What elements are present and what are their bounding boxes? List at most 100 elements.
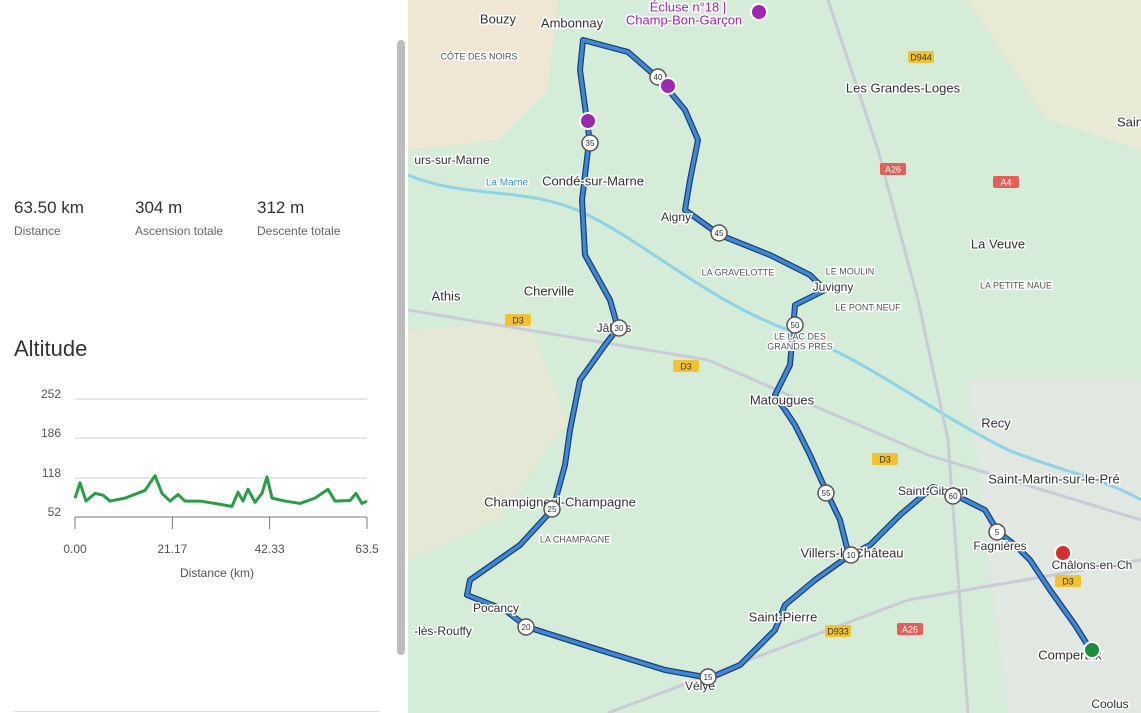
map-label: LA CHAMPAGNE: [540, 534, 610, 544]
road-sign: [505, 314, 531, 326]
route-marker-label: 5: [995, 528, 1000, 537]
map[interactable]: Bouzy Ambonnay Écluse n°18 |Champ-Bon-Garç…: [408, 0, 1141, 713]
route-marker-label: 40: [654, 73, 663, 82]
y-tick-label: 118: [42, 466, 61, 480]
y-tick-label: 52: [48, 505, 62, 519]
route-marker: [786, 316, 804, 334]
map-label: LE LAC DES: [774, 331, 826, 341]
map-pin: [1054, 544, 1072, 562]
field-area: [968, 0, 1141, 150]
map-label: Recy: [981, 415, 1011, 430]
map-label: Champ-Bon-Garçon: [626, 12, 742, 27]
road-sign-label: D933: [827, 626, 849, 636]
map-label: Cherville: [524, 283, 575, 298]
divider: [14, 711, 379, 712]
map-label: LA PETITE NAUE: [980, 280, 1052, 290]
map-label: Pocancy: [473, 601, 519, 615]
stat-value: 63.50 km: [14, 198, 84, 217]
stat-value: 312 m: [257, 198, 305, 217]
map-label: urs-sur-Marne: [414, 153, 490, 167]
route-marker: [699, 668, 717, 686]
map-label: Fagnières: [973, 539, 1026, 553]
scrollbar[interactable]: [397, 40, 405, 655]
y-tick-label: 252: [41, 387, 61, 401]
map-label: Sain: [1117, 114, 1141, 129]
map-label: Matougues: [750, 392, 815, 407]
map-label: Châlons-en-Ch: [1052, 558, 1133, 572]
x-tick-label: 42.33: [255, 542, 285, 556]
route-marker: [944, 487, 962, 505]
route-marker: [517, 618, 535, 636]
map-pin: [750, 3, 768, 21]
route-marker-label: 60: [949, 492, 958, 501]
road-sign-label: D3: [512, 315, 524, 325]
map-label: LE PONT NEUF: [835, 302, 901, 312]
stat: 312 m Descente totale: [257, 198, 340, 238]
route-marker: [842, 546, 860, 564]
altitude-chart: 52 118 186 252 0.00 21.17 42.33 63.5 Distance (k…: [41, 387, 379, 580]
map-pin: [579, 112, 597, 130]
stat: 63.50 km Distance: [14, 198, 84, 238]
map-label: Condé-sur-Marne: [542, 173, 644, 188]
map-label: Ambonnay: [541, 15, 604, 30]
map-label: Les Grandes-Loges: [846, 80, 961, 95]
map-label: Bouzy: [480, 11, 517, 26]
map-label: Athis: [432, 288, 461, 303]
route-marker-label: 50: [791, 321, 800, 330]
map-label: La Marne: [486, 178, 529, 189]
map-label: Champigneul-Champagne: [484, 494, 636, 509]
road-sign: [1055, 575, 1081, 587]
route-marker-label: 20: [522, 623, 531, 632]
route-marker: [988, 523, 1006, 541]
road-sign-label: D944: [910, 52, 932, 62]
x-tick-label: 21.17: [157, 542, 187, 556]
road-sign: [880, 163, 906, 175]
road-sign-label: D3: [680, 361, 692, 371]
route-marker: [817, 484, 835, 502]
map-layer: Bouzy Ambonnay Écluse n°18 |Champ-Bon-Garç…: [413, 0, 1141, 713]
route-marker-label: 35: [586, 139, 595, 148]
road-sign: [825, 625, 851, 637]
road-sign: [673, 360, 699, 372]
route-marker-label: 45: [715, 229, 724, 238]
road-sign: [872, 453, 898, 465]
route-marker: [710, 224, 728, 242]
field-area: [408, 320, 568, 560]
map-label: Juvigny: [813, 280, 854, 294]
x-tick-label: 63.5: [355, 542, 379, 556]
road-sign-label: D3: [879, 454, 891, 464]
map-label: Saint-Martin-sur-le-Pré: [988, 471, 1119, 486]
altitude-line: [73, 474, 368, 508]
side-panel: 63.50 km Distance 304 m Ascension totale…: [0, 0, 408, 713]
route-marker-label: 30: [615, 324, 624, 333]
x-axis-label: Distance (km): [180, 566, 254, 580]
map-pin: [659, 77, 677, 95]
chart-title: Altitude: [14, 336, 88, 361]
map-label: Aigny: [661, 210, 691, 224]
x-tick-label: 0.00: [63, 542, 87, 556]
route-marker-label: 15: [704, 673, 713, 682]
road-sign: [908, 51, 934, 63]
stat: 304 m Ascension totale: [135, 198, 223, 238]
field-area: [408, 0, 558, 150]
stat-label: Descente totale: [257, 224, 341, 238]
road-sign: [897, 623, 923, 635]
road-sign-label: A26: [902, 624, 918, 634]
map-label: LE MOULIN: [826, 266, 875, 276]
map-label: -lès-Rouffy: [414, 624, 472, 638]
map-label: LA GRAVELOTTE: [702, 267, 775, 277]
map-label: La Veuve: [971, 236, 1025, 251]
route-marker: [581, 134, 599, 152]
map-pin: [1083, 641, 1101, 659]
road-sign-label: A26: [885, 164, 901, 174]
road-sign: [993, 176, 1019, 188]
route-marker-label: 55: [822, 489, 831, 498]
map-label: Coolus: [1091, 697, 1128, 711]
road: [826, 0, 970, 713]
town-area: [968, 380, 1141, 713]
route-marker-label: 25: [548, 505, 557, 514]
stat-label: Ascension totale: [135, 224, 224, 238]
route: [465, 38, 1094, 680]
road: [408, 308, 1141, 522]
